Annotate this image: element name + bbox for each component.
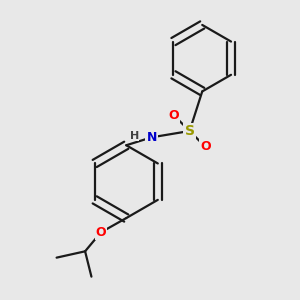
Text: O: O [168, 109, 179, 122]
Text: O: O [96, 226, 106, 239]
Text: H: H [130, 131, 139, 141]
Text: O: O [200, 140, 211, 153]
Text: S: S [184, 124, 195, 138]
Text: N: N [146, 131, 157, 144]
